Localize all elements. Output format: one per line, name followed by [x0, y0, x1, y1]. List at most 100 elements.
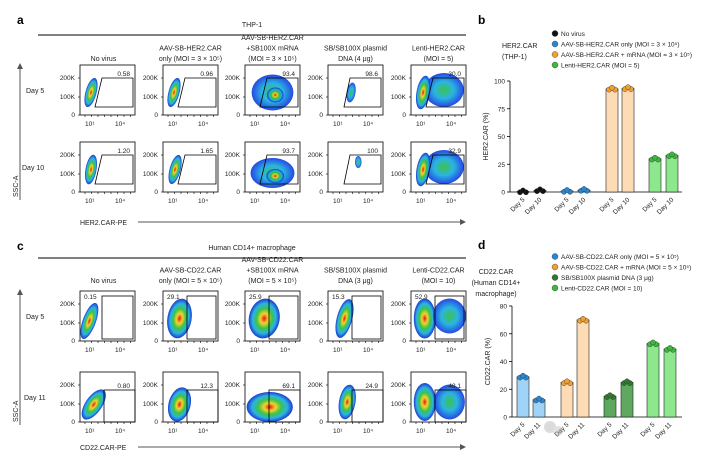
y-tick-label: 200K — [225, 152, 241, 159]
bar — [648, 158, 662, 193]
arrowhead — [460, 219, 466, 225]
y-tick-label: 20 — [500, 387, 508, 394]
density-blob — [346, 82, 356, 103]
flow-plot: 1.65 200K 100K 0 10¹ 10⁴ — [143, 141, 219, 205]
density-cloud — [167, 387, 192, 422]
y-tick-label: 75 — [498, 106, 506, 113]
x-tick-label: 10¹ — [333, 121, 343, 128]
x-tick-label: 10⁴ — [280, 198, 290, 205]
y-tick-label: 100K — [391, 320, 407, 327]
density-cloud — [413, 298, 466, 339]
y-tick-label: 100K — [143, 401, 159, 408]
legend-entry: Lenti-CD22.CAR (MOI = 10) — [561, 286, 642, 293]
density-cloud — [335, 299, 354, 338]
y-tick-label: 100K — [308, 320, 324, 327]
gate — [186, 295, 217, 340]
legend-entry: AAV-SB-HER2.CAR + mRNA (MOI = 3 × 10⁵) — [561, 52, 692, 59]
flow-plot: 1.20 200K 100K 0 10¹ 10⁴ — [60, 141, 136, 205]
column-header: DNA (4 μg) — [338, 56, 373, 63]
row-label-day: Day 10 — [22, 165, 44, 172]
y-tick-label: 200K — [308, 75, 324, 82]
flow-plot: 93.4 200K 100K 0 10¹ 10⁴ — [225, 64, 301, 128]
data-point — [564, 378, 570, 385]
gate — [103, 389, 136, 423]
density-blob — [248, 298, 280, 339]
density-blob — [80, 303, 99, 339]
y-axis-label: SSC-A — [13, 400, 20, 422]
density-cloud — [84, 77, 98, 108]
plot-frame — [79, 141, 136, 193]
y-tick-label: 200K — [225, 301, 241, 308]
x-tick-label: 10⁴ — [198, 121, 208, 128]
x-tick-label: 10⁴ — [363, 347, 373, 354]
y-tick-label: 0 — [154, 112, 158, 119]
y-tick-label: 200K — [60, 152, 76, 159]
arrowhead — [460, 444, 466, 450]
gate — [351, 389, 384, 423]
legend-marker — [551, 284, 559, 292]
x-tick-label: 10¹ — [333, 198, 343, 205]
gate-percent: 30.0 — [448, 71, 461, 78]
y-tick-label: 100K — [60, 94, 76, 101]
y-tick-label: 200K — [391, 152, 407, 159]
y-tick-label: 0 — [501, 190, 505, 197]
x-tick-label: 10⁴ — [446, 347, 456, 354]
y-axis-label: SSC-A — [13, 175, 20, 197]
density-cloud — [413, 383, 465, 421]
panel-label-b: b — [478, 13, 485, 27]
x-tick-label: Day 11 — [654, 421, 673, 440]
panel-title: Human CD14+ macrophage — [208, 245, 295, 252]
density-blob — [167, 387, 192, 422]
gate — [343, 154, 382, 185]
x-tick-label: 10¹ — [85, 428, 95, 435]
data-point — [609, 84, 615, 91]
y-tick-label: 0 — [319, 419, 323, 426]
gate-percent: 93.4 — [282, 71, 295, 78]
y-tick-label: 100K — [225, 171, 241, 178]
x-tick-label: 10¹ — [250, 198, 260, 205]
gate-percent: 52.9 — [415, 294, 428, 301]
legend-entry: No virus — [561, 31, 586, 38]
column-header: (MOI = 10) — [422, 278, 456, 285]
plot-frame — [327, 141, 384, 193]
column-header: AAV-SB-HER2.CAR — [241, 35, 304, 42]
flow-plot: 0.15 200K 100K 0 10¹ 10⁴ — [60, 290, 136, 354]
y-tick-label: 50 — [498, 134, 506, 141]
density-blob — [167, 298, 192, 339]
density-blob — [433, 298, 466, 334]
density-blob — [81, 389, 106, 420]
flow-plot: 98.6 200K 100K 0 10¹ 10⁴ — [308, 64, 384, 128]
y-tick-label: 0 — [236, 419, 240, 426]
data-point — [669, 151, 675, 158]
arrowhead — [17, 289, 23, 295]
y-tick-label: 0 — [402, 419, 406, 426]
density-blob — [84, 77, 98, 108]
y-tick-label: 0 — [154, 419, 158, 426]
y-tick-label: 200K — [308, 382, 324, 389]
x-tick-label: 10¹ — [416, 121, 426, 128]
gate-percent: 0.15 — [84, 294, 97, 301]
density-blob — [415, 152, 431, 187]
y-axis-label: HER2.CAR (%) — [483, 112, 490, 160]
y-tick-label: 100K — [391, 401, 407, 408]
density-cloud — [354, 156, 362, 168]
density-blob — [266, 169, 285, 183]
y-tick-label: 100 — [494, 79, 505, 86]
x-tick-label: 10¹ — [168, 347, 178, 354]
legend-entry: Lenti-HER2.CAR (MOI = 5) — [561, 63, 640, 70]
x-tick-label: 10¹ — [333, 428, 343, 435]
density-blob — [413, 383, 436, 421]
data-point — [537, 186, 543, 193]
data-point — [536, 395, 542, 402]
plot-frame — [162, 290, 219, 342]
arrowhead — [17, 63, 23, 69]
bar — [620, 382, 634, 418]
gate — [425, 77, 465, 108]
gate — [434, 295, 465, 340]
x-tick-label: 10⁴ — [280, 121, 290, 128]
y-tick-label: 0 — [236, 112, 240, 119]
data-point — [624, 378, 630, 385]
y-tick-label: 100K — [60, 320, 76, 327]
density-cloud — [81, 389, 106, 420]
flow-plot: 0.96 200K 100K 0 10¹ 10⁴ — [143, 64, 219, 128]
